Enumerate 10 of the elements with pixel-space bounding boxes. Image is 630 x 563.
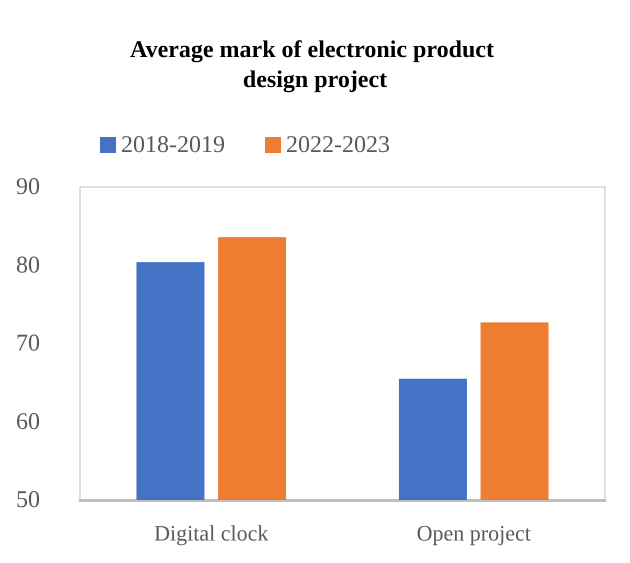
x-tick-label: Digital clock [154, 520, 268, 546]
chart-title: Average mark of electronic product design project [130, 37, 500, 93]
legend-label: 2022-2023 [286, 132, 390, 158]
y-tick-label: 70 [16, 330, 40, 356]
y-tick-label: 50 [16, 487, 40, 513]
y-tick-label: 60 [16, 408, 40, 435]
x-tick-label: Open project [416, 520, 531, 546]
y-tick-label: 90 [16, 174, 40, 200]
y-tick-label: 80 [16, 252, 40, 278]
legend-label: 2018-2019 [121, 132, 225, 158]
